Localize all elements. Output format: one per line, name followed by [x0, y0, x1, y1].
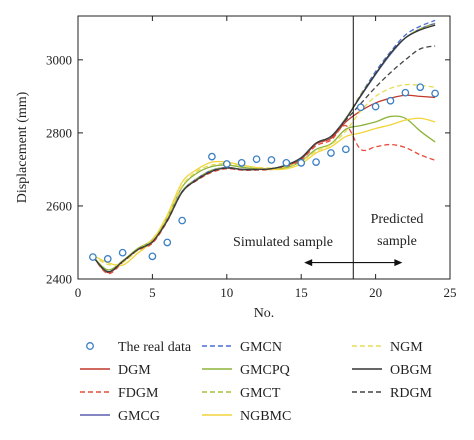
- legend-item-gmct: GMCT: [202, 386, 281, 401]
- real-data-point: [267, 156, 276, 164]
- real-data-point: [297, 158, 306, 167]
- predicted-sample-label-line1: Predicted: [371, 212, 424, 227]
- legend-label: OBGM: [390, 363, 433, 378]
- legend-marker: [86, 342, 94, 350]
- legend: The real data DGM FDGM GMCG GMCN GMCPQ GMCT NGB…: [80, 340, 433, 424]
- plot-frame: [77, 15, 451, 280]
- arrow-head-right: [394, 259, 403, 267]
- real-data-point: [89, 253, 97, 261]
- real-data-point: [416, 83, 425, 92]
- legend-item-gmcn: GMCN: [202, 340, 282, 355]
- real-data-point: [341, 145, 350, 154]
- legend-label: FDGM: [118, 386, 159, 401]
- x-tick-label: 10: [220, 285, 233, 300]
- axis-layer: 0 5 10 15 20 25 2400 2600 2800 3000: [46, 16, 457, 300]
- legend-label: GMCG: [118, 409, 160, 424]
- y-tick-label: 2600: [46, 198, 72, 213]
- x-tick-label: 20: [369, 285, 382, 300]
- series-layer: [92, 19, 436, 275]
- real-data-point: [312, 158, 320, 166]
- predicted-sample-label-line2: sample: [377, 234, 417, 249]
- real-data-point: [401, 88, 410, 97]
- x-tick-label: 25: [444, 285, 457, 300]
- legend-item-dgm: DGM: [80, 363, 151, 378]
- legend-label: NGBMC: [240, 409, 291, 424]
- y-axis-label: Displacement (mm): [15, 91, 30, 203]
- series-line-fdgm: [92, 124, 436, 275]
- real-data-point: [222, 160, 231, 168]
- real-data-point: [208, 152, 216, 161]
- legend-item-fdgm: FDGM: [80, 386, 159, 401]
- real-data-point: [252, 155, 261, 164]
- real-data-point: [371, 102, 380, 111]
- legend-label: GMCT: [240, 386, 281, 401]
- real-data-point: [148, 252, 157, 261]
- arrow-head-left: [304, 259, 313, 267]
- simulated-sample-label: Simulated sample: [233, 235, 333, 250]
- real-data-point: [163, 238, 172, 247]
- real-data-point: [327, 149, 335, 157]
- legend-item-rdgm: RDGM: [352, 386, 433, 401]
- y-tick-label: 2800: [46, 125, 72, 140]
- real-data-point: [431, 89, 439, 98]
- legend-label: The real data: [118, 340, 192, 355]
- scatter-layer: [89, 83, 439, 263]
- legend-label: GMCPQ: [240, 363, 290, 378]
- real-data-point: [178, 216, 187, 225]
- real-data-point: [103, 255, 112, 263]
- legend-item-ngbmc: NGBMC: [202, 409, 291, 424]
- legend-item-gmcpq: GMCPQ: [202, 363, 290, 378]
- real-data-point: [282, 158, 291, 167]
- x-tick-label: 5: [149, 285, 156, 300]
- legend-item-obgm: OBGM: [352, 363, 433, 378]
- real-data-point: [356, 103, 365, 112]
- real-data-point: [386, 96, 395, 105]
- legend-item-the-real-data: The real data: [86, 340, 192, 355]
- legend-item-ngm: NGM: [352, 340, 423, 355]
- x-tick-label: 0: [75, 285, 82, 300]
- series-line-rdgm: [92, 45, 436, 273]
- legend-label: GMCN: [240, 340, 282, 355]
- y-tick-label: 2400: [46, 272, 72, 287]
- real-data-point: [237, 158, 246, 167]
- real-data-point: [118, 248, 127, 257]
- legend-label: DGM: [118, 363, 151, 378]
- annotation-layer: [304, 16, 403, 279]
- legend-item-gmcg: GMCG: [80, 409, 160, 424]
- series-line-ngm: [92, 83, 436, 266]
- x-axis-label: No.: [254, 306, 275, 321]
- legend-label: RDGM: [390, 386, 433, 401]
- x-tick-label: 15: [295, 285, 308, 300]
- y-tick-label: 3000: [46, 52, 72, 67]
- legend-label: NGM: [390, 340, 423, 355]
